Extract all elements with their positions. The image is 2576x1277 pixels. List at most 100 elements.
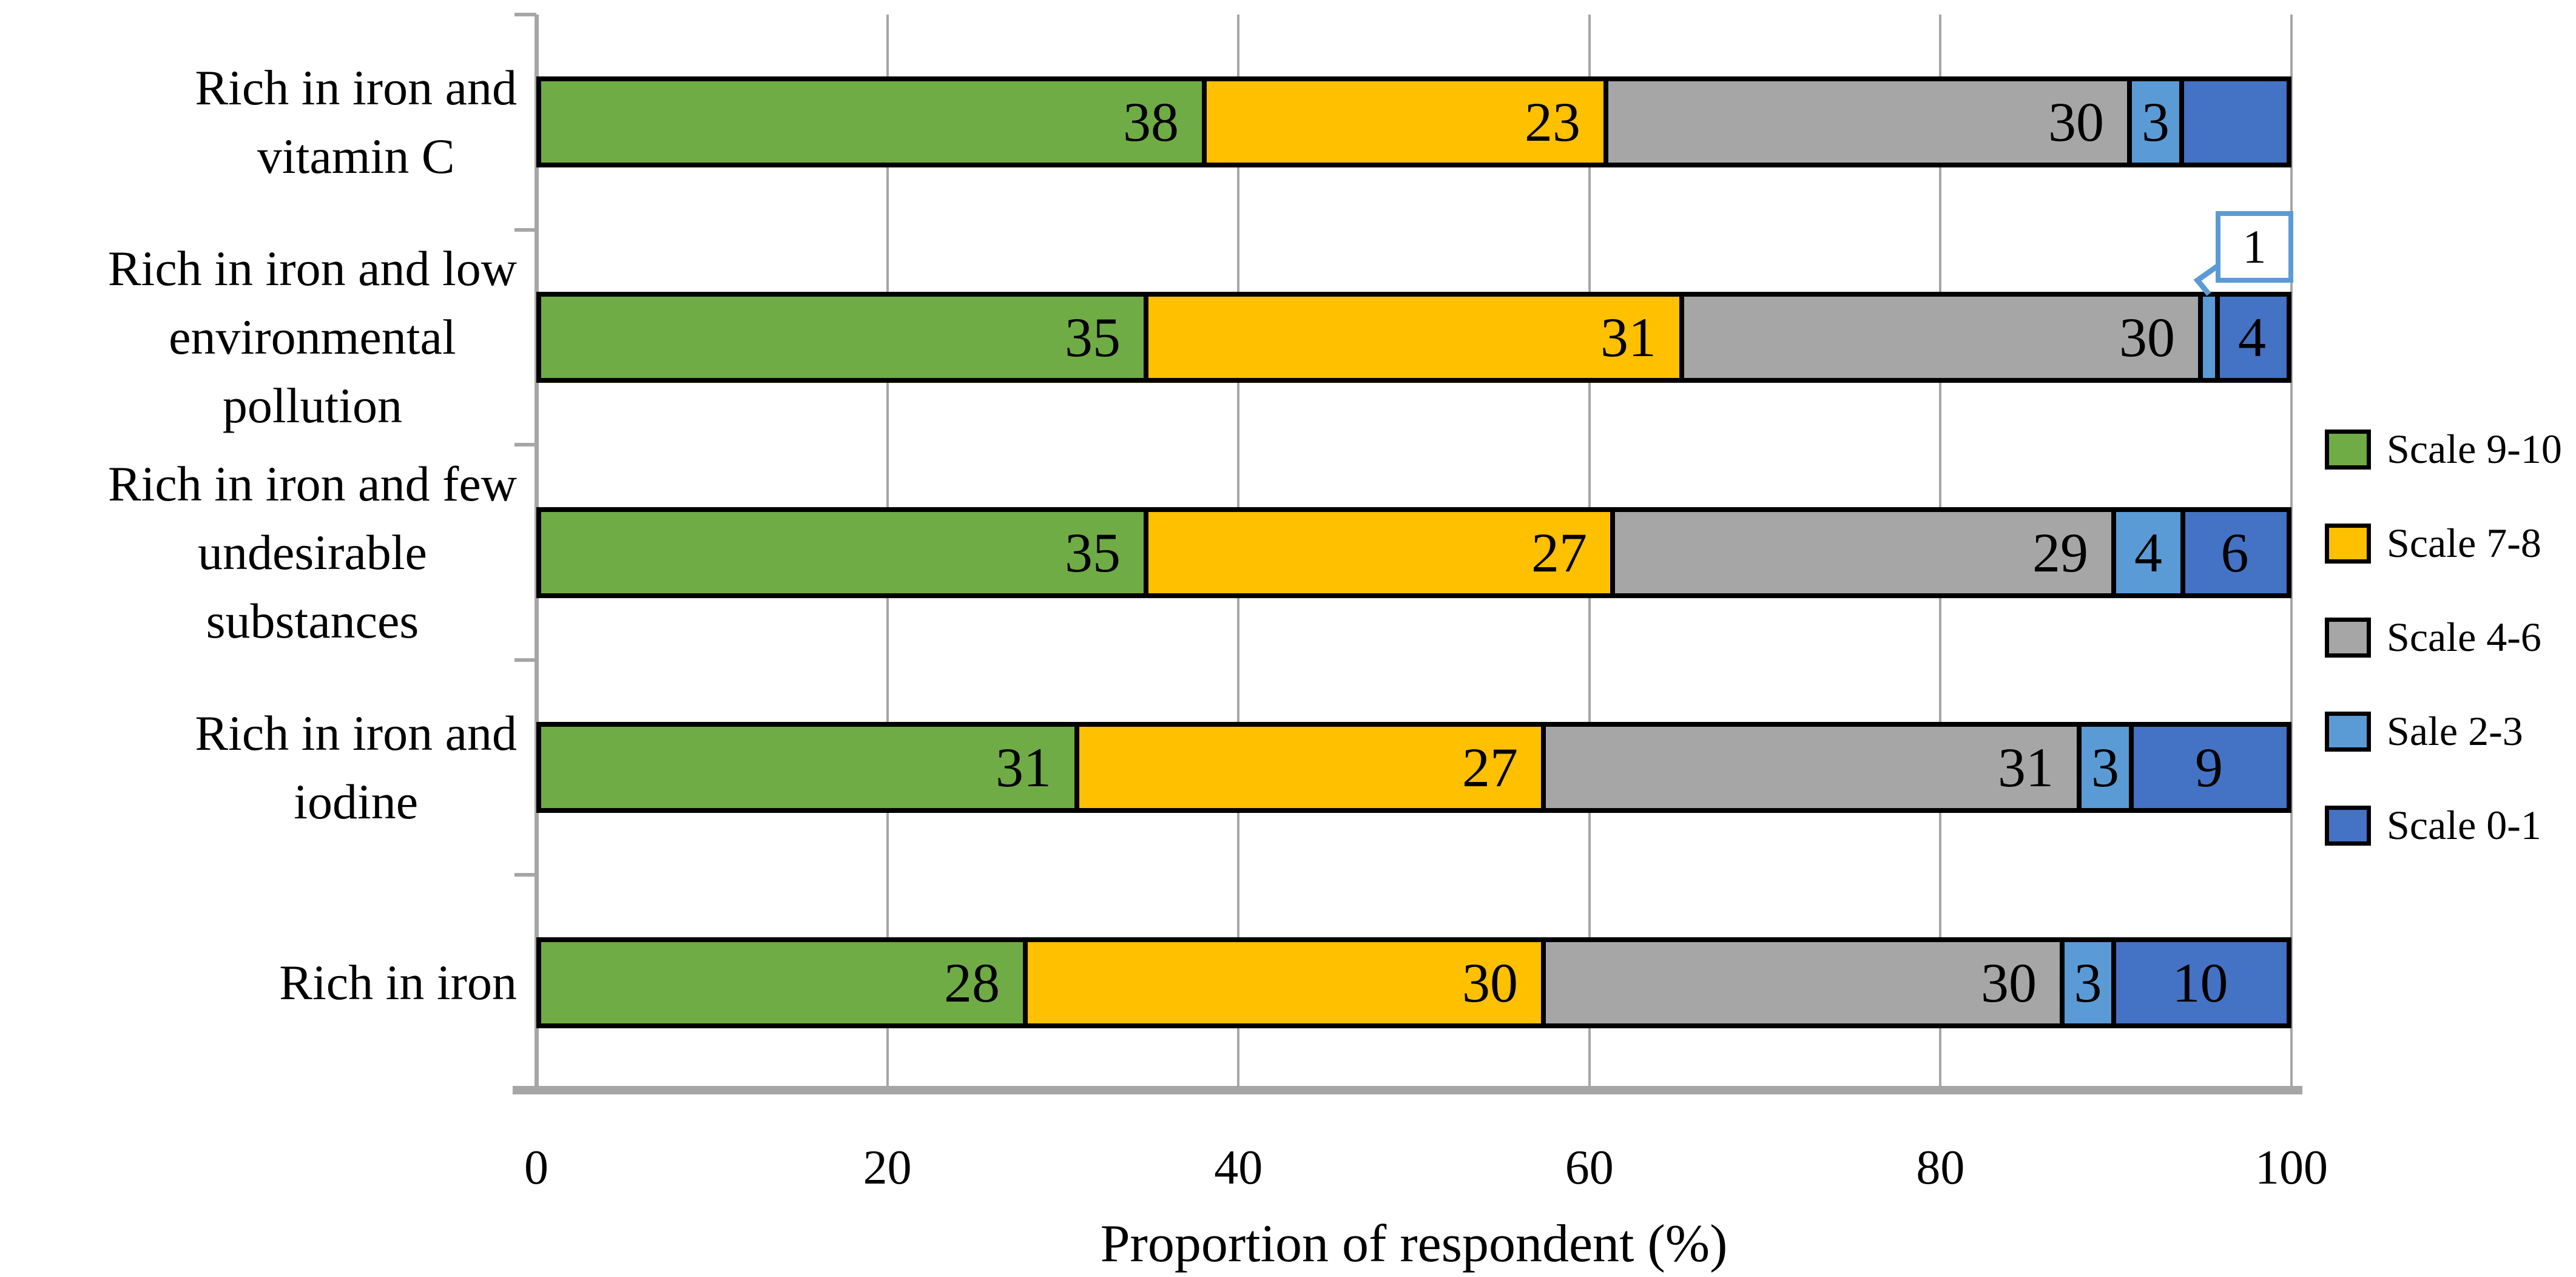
segment-value-label: 3	[2142, 91, 2170, 153]
bar-segment-scale-7-8	[1146, 296, 1682, 378]
callout-value: 1	[2242, 220, 2267, 273]
legend-item-scale-9-10: Scale 9-10	[2325, 402, 2562, 496]
bar-segment-scale-9-10	[541, 942, 1025, 1023]
bar-row: 35 31 30 4	[536, 291, 2291, 383]
segment-value-label: 4	[2238, 306, 2266, 368]
segment-divider	[1541, 727, 1546, 809]
segment-value-label: 30	[1981, 951, 2037, 1014]
segment-divider	[1144, 296, 1148, 378]
segment-value-label: 3	[2074, 951, 2102, 1014]
bar-segment-scale-9-10	[541, 296, 1146, 378]
y-axis-tick	[514, 873, 536, 877]
category-label: Rich in iron and vitamin C	[195, 0, 517, 249]
segment-value-label: 31	[1600, 306, 1656, 368]
bar-row: 35 27 29 4 6	[536, 507, 2291, 598]
callout-leader-polyline	[2193, 263, 2220, 296]
legend: Scale 9-10 Scale 7-8 Scale 4-6 Sale 2-3 Scal…	[2325, 402, 2562, 872]
x-axis-title: Proportion of respondent (%)	[1100, 1215, 1728, 1273]
segment-value-label: 23	[1525, 91, 1580, 153]
segment-divider	[2215, 296, 2220, 378]
segment-value-label: 27	[1462, 736, 1518, 799]
segment-divider	[2198, 296, 2203, 378]
bar-segment-scale-4-6	[1606, 81, 2129, 163]
legend-swatch-icon	[2325, 711, 2371, 752]
legend-swatch-icon	[2325, 429, 2371, 470]
category-label-text: Rich in iron and few undesirable substan…	[107, 456, 517, 649]
legend-item-sale-2-3: Sale 2-3	[2325, 684, 2562, 778]
legend-swatch-icon	[2325, 523, 2371, 564]
segment-divider	[1603, 81, 1608, 163]
segment-value-label: 9	[2195, 736, 2223, 799]
x-tick-label-20: 20	[863, 1141, 912, 1194]
segment-divider	[2060, 942, 2065, 1023]
bar-segment-scale-4-6	[1543, 727, 2079, 809]
bar-row: 28 30 30 3 10	[536, 937, 2291, 1028]
y-axis-tick	[514, 13, 536, 16]
category-label: Rich in iron	[279, 855, 517, 1110]
x-tick-label-0: 0	[524, 1141, 548, 1194]
segment-divider	[1541, 942, 1546, 1023]
segment-divider	[2127, 81, 2132, 163]
segment-divider	[1144, 511, 1148, 593]
segment-divider	[1679, 296, 1684, 378]
bar-segment-scale-0-1	[2182, 81, 2287, 163]
y-axis-tick	[514, 227, 536, 232]
category-label: Rich in iron and iodine	[195, 640, 517, 895]
segment-value-label: 30	[1462, 951, 1518, 1014]
bar-segment-scale-4-6	[1613, 511, 2114, 593]
segment-divider	[2077, 727, 2082, 809]
segment-divider	[2111, 511, 2116, 593]
bar-segment-scale-0-1	[2217, 296, 2287, 378]
category-label: Rich in iron and few undesirable substan…	[108, 425, 517, 680]
segment-value-label: 38	[1123, 91, 1179, 153]
legend-label: Scale 7-8	[2387, 520, 2541, 566]
bar-segment-sale-2-3	[2129, 81, 2182, 163]
bar-segment-scale-9-10	[541, 727, 1077, 809]
segment-value-label: 27	[1531, 521, 1587, 584]
segment-divider	[1074, 727, 1079, 809]
legend-label: Scale 9-10	[2387, 426, 2562, 472]
bar-segment-sale-2-3	[2200, 296, 2217, 378]
gridline-x-100	[2290, 15, 2293, 1090]
bar-segment-scale-9-10	[541, 81, 1204, 163]
legend-label: Scale 0-1	[2387, 802, 2541, 848]
x-tick-label-80: 80	[1916, 1141, 1965, 1194]
category-label-text: Rich in iron and iodine	[195, 705, 517, 830]
x-tick-label-100: 100	[2255, 1141, 2328, 1194]
legend-label: Sale 2-3	[2387, 708, 2523, 754]
bar-segment-scale-7-8	[1204, 81, 1606, 163]
segment-value-label: 29	[2032, 521, 2088, 584]
bar-segment-scale-7-8	[1077, 727, 1543, 809]
segment-value-label: 4	[2134, 521, 2162, 584]
segment-divider	[2180, 511, 2185, 593]
callout-box: 1	[2216, 211, 2293, 283]
segment-value-label: 10	[2172, 951, 2228, 1014]
bar-segment-scale-0-1	[2114, 942, 2287, 1023]
segment-value-label: 28	[944, 951, 1000, 1014]
bar-segment-scale-4-6	[1543, 942, 2062, 1023]
x-tick-label-60: 60	[1565, 1141, 1614, 1194]
segment-value-label: 35	[1065, 521, 1121, 584]
bar-segment-sale-2-3	[2079, 727, 2131, 809]
legend-item-scale-4-6: Scale 4-6	[2325, 590, 2562, 684]
bar-segment-scale-9-10	[541, 511, 1146, 593]
segment-divider	[1202, 81, 1207, 163]
segment-value-label: 30	[2048, 91, 2104, 153]
bar-row: 31 27 31 3 9	[536, 722, 2291, 814]
bar-segment-scale-0-1	[2183, 511, 2287, 593]
bar-segment-scale-0-1	[2131, 727, 2287, 809]
bar-row: 38 23 30 3	[536, 76, 2291, 168]
category-label: Rich in iron and low environmental pollu…	[108, 210, 517, 465]
category-label-text: Rich in iron	[279, 955, 517, 1011]
bar-segment-sale-2-3	[2062, 942, 2114, 1023]
segment-divider	[2179, 81, 2184, 163]
y-axis-tick	[514, 443, 536, 447]
bar-segment-sale-2-3	[2114, 511, 2183, 593]
legend-label: Scale 4-6	[2387, 614, 2541, 660]
segment-value-label: 6	[2220, 521, 2249, 584]
segment-divider	[1023, 942, 1028, 1023]
bar-segment-scale-4-6	[1682, 296, 2200, 378]
segment-divider	[2111, 942, 2116, 1023]
category-label-text: Rich in iron and vitamin C	[195, 60, 517, 184]
